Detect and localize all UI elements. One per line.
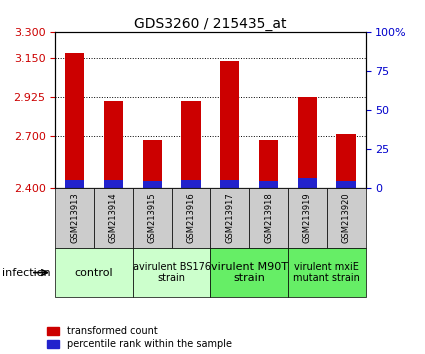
Bar xyxy=(337,134,356,188)
Text: GSM213920: GSM213920 xyxy=(342,192,351,243)
Bar xyxy=(298,178,317,188)
Text: infection: infection xyxy=(2,268,51,278)
Bar xyxy=(220,180,239,188)
Bar xyxy=(104,180,123,188)
Bar xyxy=(55,188,94,248)
Bar xyxy=(104,101,123,188)
Legend: transformed count, percentile rank within the sample: transformed count, percentile rank withi… xyxy=(47,326,232,349)
Text: GSM213919: GSM213919 xyxy=(303,192,312,243)
Bar xyxy=(94,188,133,248)
Text: avirulent BS176
strain: avirulent BS176 strain xyxy=(133,262,211,284)
Bar xyxy=(288,188,327,248)
Bar xyxy=(220,61,239,188)
Bar xyxy=(181,180,201,188)
Bar xyxy=(210,188,249,248)
Bar xyxy=(288,248,366,297)
Bar xyxy=(55,248,133,297)
Bar xyxy=(133,248,210,297)
Bar xyxy=(142,140,162,188)
Bar xyxy=(133,188,172,248)
Text: GSM213917: GSM213917 xyxy=(225,192,234,243)
Text: GSM213918: GSM213918 xyxy=(264,192,273,243)
Text: GSM213916: GSM213916 xyxy=(187,192,196,243)
Text: virulent M90T
strain: virulent M90T strain xyxy=(211,262,288,284)
Text: GSM213914: GSM213914 xyxy=(109,192,118,243)
Bar xyxy=(210,248,288,297)
Bar xyxy=(259,140,278,188)
Text: virulent mxiE
mutant strain: virulent mxiE mutant strain xyxy=(293,262,360,284)
Text: GSM213913: GSM213913 xyxy=(70,192,79,243)
Bar xyxy=(259,181,278,188)
Text: control: control xyxy=(75,268,113,278)
Bar xyxy=(327,188,366,248)
Bar xyxy=(181,101,201,188)
Text: GSM213915: GSM213915 xyxy=(148,192,157,243)
Bar xyxy=(65,180,84,188)
Bar xyxy=(65,53,84,188)
Bar xyxy=(337,181,356,188)
Bar xyxy=(172,188,210,248)
Bar xyxy=(298,97,317,188)
Bar xyxy=(142,181,162,188)
Title: GDS3260 / 215435_at: GDS3260 / 215435_at xyxy=(134,17,286,31)
Bar xyxy=(249,188,288,248)
